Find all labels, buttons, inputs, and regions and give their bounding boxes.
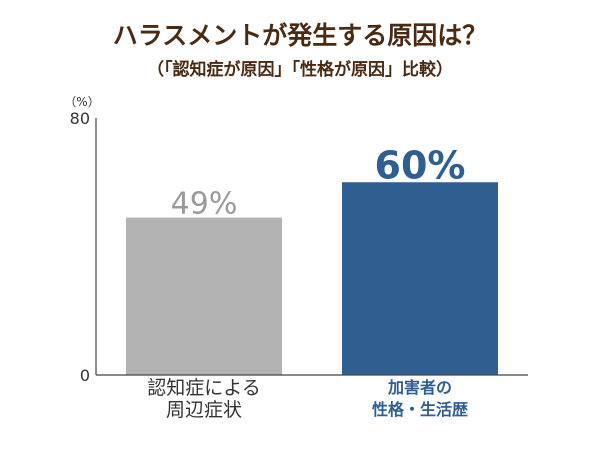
x-category-label-line: 認知症による xyxy=(147,377,261,399)
bar-value-label: 49% xyxy=(171,187,238,222)
y-tick-label: 0 xyxy=(80,366,90,385)
y-tick-label: 80 xyxy=(70,109,90,128)
x-category-label: 加害者の性格・生活歴 xyxy=(320,377,520,421)
x-category-label-line: 性格・生活歴 xyxy=(371,400,468,419)
chart-subtitle: （「認知症が原因」「性格が原因」比較） xyxy=(147,60,453,80)
x-category-label: 認知症による 周辺症状 xyxy=(104,377,304,421)
bar-value-label: 60% xyxy=(375,143,466,187)
x-category-label-line: 加害者の xyxy=(387,378,452,397)
x-category-label-line: 周辺症状 xyxy=(165,399,242,421)
bar-1 xyxy=(126,217,282,375)
chart-title: ハラスメントが発生する原因は？ xyxy=(112,21,488,50)
y-axis-unit-label: （%） xyxy=(64,95,99,109)
bar-2 xyxy=(342,182,498,375)
